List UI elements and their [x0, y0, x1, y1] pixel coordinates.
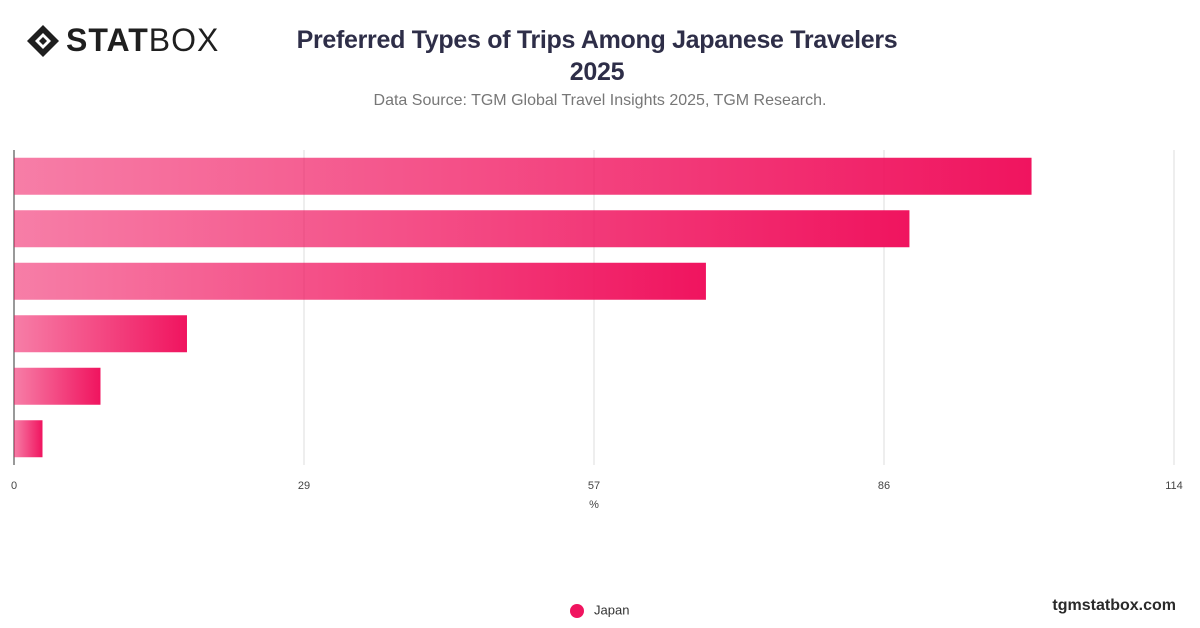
- chart-subtitle: Data Source: TGM Global Travel Insights …: [373, 92, 827, 109]
- x-tick-label: 57: [588, 480, 600, 492]
- bar: [14, 157, 1032, 195]
- x-tick-label: 114: [1165, 480, 1183, 492]
- bar: [14, 262, 706, 300]
- logo: STAT BOX: [26, 22, 219, 59]
- logo-light: BOX: [148, 22, 220, 58]
- legend-marker: [570, 604, 584, 618]
- bar: [14, 420, 43, 458]
- x-tick-label: 29: [298, 480, 310, 492]
- bar: [14, 315, 187, 353]
- x-axis-label: %: [589, 499, 599, 511]
- x-tick-label: 0: [11, 480, 17, 492]
- bar: [14, 210, 910, 248]
- chart-title: Preferred Types of Trips Among Japanese …: [296, 26, 898, 86]
- logo-icon: [27, 24, 59, 57]
- site-link[interactable]: tgmstatbox.com: [1052, 597, 1176, 614]
- bar: [14, 367, 101, 405]
- x-tick-label: 86: [878, 480, 890, 492]
- logo-bold: STAT: [66, 22, 149, 58]
- legend-label: Japan: [594, 602, 629, 617]
